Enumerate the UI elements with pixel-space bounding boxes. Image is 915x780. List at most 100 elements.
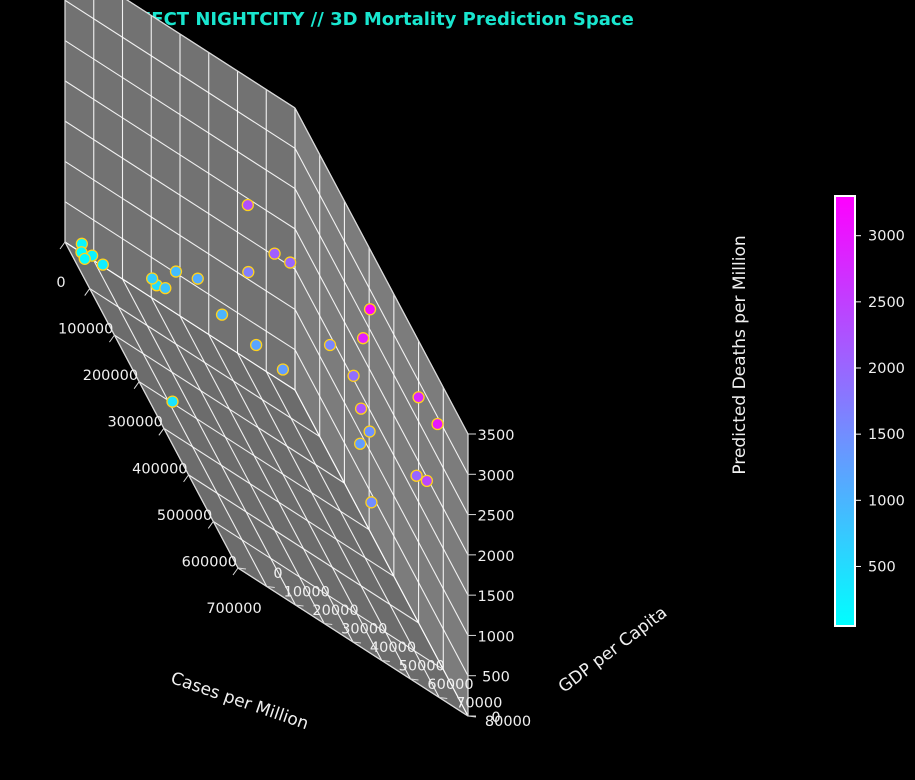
grid-line: [122, 278, 296, 606]
grid-line: [208, 334, 383, 661]
y-tick-mark: [237, 567, 247, 570]
y-tick-mark: [324, 623, 333, 625]
x-axis-label: Cases per Million: [168, 668, 311, 734]
grid-line: [237, 352, 411, 680]
x-tick-mark: [109, 334, 115, 343]
data-point: [191, 272, 204, 285]
data-point: [410, 469, 423, 482]
x-tick-label: 600000: [182, 554, 237, 570]
data-point: [363, 425, 376, 438]
x-tick-label: 0: [56, 275, 65, 291]
data-point: [323, 338, 337, 352]
data-point: [268, 247, 281, 260]
grid-line: [294, 268, 469, 596]
colorbar: 500 1000 1500 2000 2500 3000: [834, 195, 905, 627]
z-tick-label: 1500: [478, 589, 515, 605]
data-point: [347, 369, 360, 382]
y-tick-label: 30000: [341, 622, 387, 638]
x-tick-label: 100000: [58, 322, 113, 338]
z-tick-label: 500: [482, 670, 510, 686]
data-point: [242, 265, 255, 279]
x-tick-mark: [133, 381, 140, 390]
y-axis-label: GDP per Capita: [555, 603, 671, 697]
grid-line: [179, 315, 354, 643]
data-point: [166, 395, 179, 408]
pane-edge: [64, 241, 239, 569]
z-tick-label: 1000: [478, 629, 515, 645]
data-point: [241, 198, 254, 212]
grid-line: [64, 0, 296, 149]
y-tick-label: 40000: [370, 640, 416, 656]
pane-edge: [294, 107, 469, 435]
scatter-points: [75, 198, 444, 509]
grid-line: [64, 80, 296, 230]
z-tick-label: 2000: [478, 549, 515, 565]
pane-edges: [64, 0, 469, 717]
grid-lines: [64, 0, 469, 717]
x-tick-mark: [84, 288, 91, 296]
colorbar-gradient: [834, 195, 856, 627]
y-tick-label: 10000: [284, 585, 330, 601]
x-tick-mark: [232, 567, 239, 576]
data-point: [363, 303, 377, 316]
grid-line: [294, 228, 469, 556]
data-point: [78, 252, 91, 265]
y-tick-label: 20000: [312, 603, 358, 619]
x-tick-label: 700000: [206, 601, 261, 617]
z-tick-label: 3000: [478, 468, 515, 484]
data-point: [354, 437, 367, 450]
grid-line: [294, 188, 469, 515]
z-tick-labels: 0 500 1000 1500 2000 2500 3000 3500: [468, 428, 514, 726]
grid-line: [294, 389, 469, 717]
y-tick-mark: [266, 586, 275, 588]
data-point: [412, 391, 425, 404]
data-point: [365, 496, 378, 509]
y-tick-mark: [295, 604, 304, 607]
y-tick-labels: 0 10000 20000 30000 40000 50000 60000 70000 8000…: [237, 566, 531, 730]
data-point: [276, 363, 290, 376]
y-tick-mark: [439, 697, 448, 699]
grid-line: [64, 120, 296, 270]
x-tick-label: 400000: [132, 461, 187, 477]
data-point: [215, 308, 229, 321]
x-tick-label: 500000: [157, 508, 212, 524]
data-point: [159, 281, 172, 295]
data-point: [146, 272, 159, 285]
x-tick-labels: 0 100000 200000 300000 400000 500000 600000 700…: [56, 241, 262, 617]
y-tick-label: 80000: [485, 714, 531, 730]
z-tick-label: 0: [491, 710, 500, 726]
data-point: [284, 256, 297, 269]
colorbar-tick-label: 500: [868, 559, 896, 575]
grid-line: [265, 371, 440, 698]
pane-edge: [126, 0, 296, 109]
grid-line: [64, 160, 296, 310]
y-tick-label: 70000: [456, 696, 502, 712]
colorbar-tick-label: 2000: [868, 361, 905, 377]
grid-line: [93, 260, 268, 587]
y-tick-label: 60000: [427, 677, 473, 693]
data-point: [250, 338, 263, 352]
x-tick-label: 200000: [83, 368, 138, 384]
colorbar-tick-label: 2500: [868, 295, 905, 311]
grid-line: [294, 349, 469, 676]
z-axis-label: Predicted Deaths per Million: [730, 235, 750, 474]
x-tick-mark: [183, 474, 189, 483]
x-tick-mark: [59, 241, 66, 250]
y-tick-mark: [381, 660, 390, 662]
data-point: [354, 402, 368, 415]
colorbar-tick-label: 1500: [868, 427, 905, 443]
colorbar-tick-label: 1000: [868, 493, 905, 509]
x-tick-mark: [207, 521, 214, 529]
z-tick-label: 3500: [478, 428, 515, 444]
grid-line: [150, 297, 325, 624]
grid-line: [64, 40, 296, 190]
y-tick-label: 50000: [399, 659, 445, 675]
data-point: [96, 258, 109, 271]
colorbar-tick-label: 3000: [868, 229, 905, 245]
data-point: [169, 265, 183, 278]
data-point: [431, 417, 444, 431]
x-tick-mark: [158, 427, 165, 436]
y-tick-mark: [410, 678, 419, 681]
data-point: [420, 474, 434, 487]
